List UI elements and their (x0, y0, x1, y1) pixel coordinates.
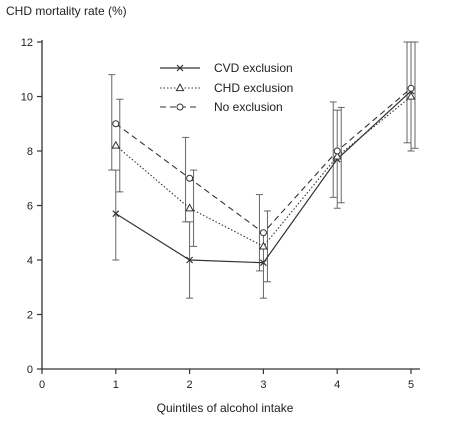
circle-marker (186, 174, 194, 182)
x-marker (176, 64, 184, 72)
circle-marker (112, 120, 120, 128)
x-tick-label: 4 (334, 379, 340, 391)
y-tick-label: 2 (27, 310, 33, 322)
y-axis-label: CHD mortality rate (%) (6, 4, 127, 18)
x-marker-stroke (176, 64, 184, 72)
y-tick-label: 8 (27, 146, 33, 158)
y-tick-label: 0 (27, 364, 33, 376)
triangle-marker (185, 203, 195, 212)
triangle-marker (258, 241, 268, 250)
legend-item: CVD exclusion (160, 61, 293, 75)
circle-marker (259, 229, 267, 237)
triangle-marker (406, 91, 416, 100)
x-tick-label: 5 (408, 379, 414, 391)
triangle-marker (332, 151, 342, 160)
x-marker-stroke (186, 256, 194, 264)
y-tick-label: 10 (21, 92, 33, 104)
legend: CVD exclusion CHD exclusion No exclusion (160, 61, 293, 114)
series-line (115, 96, 412, 248)
legend-item: No exclusion (160, 100, 283, 114)
circle-marker (333, 147, 341, 155)
y-tick-label: 6 (27, 201, 33, 213)
y-tick-label: 12 (21, 37, 33, 49)
triangle-marker (175, 83, 185, 92)
circle-marker (407, 84, 415, 92)
legend-label: CHD exclusion (214, 81, 293, 95)
legend-item: CHD exclusion (160, 81, 293, 95)
y-tick-label: 4 (27, 255, 33, 267)
x-tick-label: 3 (260, 379, 266, 391)
data-markers (111, 84, 416, 267)
legend-label: No exclusion (214, 100, 283, 114)
x-axis-label: Quintiles of alcohol intake (157, 401, 294, 415)
x-tick-label: 0 (39, 379, 45, 391)
x-marker (186, 256, 194, 264)
x-tick-label: 1 (113, 379, 119, 391)
legend-label: CVD exclusion (214, 61, 293, 75)
x-marker-stroke (112, 210, 120, 218)
x-marker (259, 259, 267, 267)
triangle-marker (111, 140, 121, 149)
circle-marker (176, 103, 184, 111)
x-tick-label: 2 (187, 379, 193, 391)
x-marker (112, 210, 120, 218)
x-marker-stroke (259, 259, 267, 267)
